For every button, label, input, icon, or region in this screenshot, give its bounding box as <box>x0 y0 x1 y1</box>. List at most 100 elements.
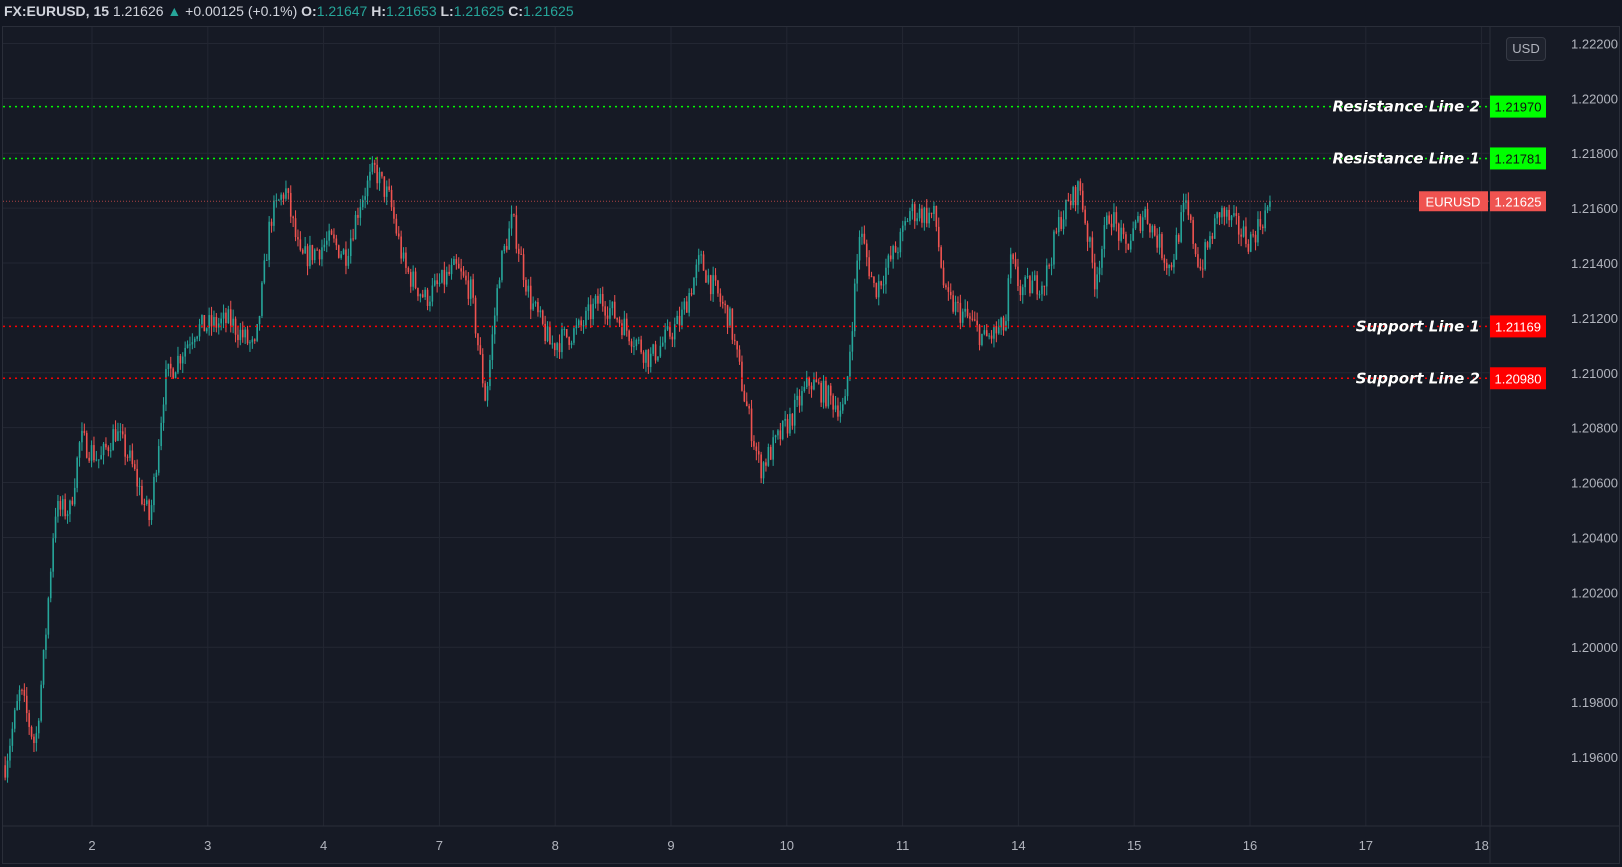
candle-body <box>940 247 942 268</box>
candle-body <box>345 249 347 266</box>
candle-body <box>364 196 366 200</box>
candle-body <box>791 413 794 426</box>
candle-body <box>4 765 6 778</box>
candle-body <box>743 390 746 402</box>
candle-body <box>599 293 602 304</box>
candle-body <box>640 339 642 353</box>
candle-body <box>119 431 122 433</box>
candle-body <box>777 430 779 436</box>
candle-body <box>390 189 393 208</box>
candle-body <box>623 318 626 336</box>
price-axis-label: 1.19800 <box>1571 695 1618 710</box>
candle-body <box>1060 217 1062 229</box>
candle-body <box>973 319 976 321</box>
candle-body <box>558 343 561 353</box>
candle-body <box>304 246 306 254</box>
candle-body <box>916 218 918 222</box>
candle-body <box>757 451 760 455</box>
candle-body <box>395 218 398 234</box>
candle-body <box>659 345 662 357</box>
symbol-title[interactable]: FX:EURUSD, 15 <box>4 3 110 19</box>
candle-body <box>184 347 186 357</box>
candle-body <box>81 430 83 443</box>
candle-body <box>292 216 294 219</box>
candle-body <box>633 346 635 348</box>
candle-body <box>496 288 498 316</box>
price-axis-label: 1.20200 <box>1571 585 1618 600</box>
candle-body <box>1153 226 1156 236</box>
candle-body <box>539 310 542 313</box>
candle-body <box>786 418 789 434</box>
candle-body <box>880 281 882 286</box>
candle-body <box>875 282 878 298</box>
candle-body <box>167 363 170 370</box>
resistance-line-1-label: Resistance Line 1 <box>1333 149 1480 167</box>
candle-body <box>1206 242 1209 248</box>
candle-body <box>33 736 35 744</box>
candle-body <box>897 252 899 254</box>
candle-body <box>1069 201 1072 206</box>
candle-body <box>553 343 556 351</box>
candle-body <box>544 323 546 342</box>
symbol-tag-box <box>1419 191 1488 212</box>
candle-body <box>1117 223 1120 241</box>
candle-body <box>486 386 489 401</box>
time-axis-label: 8 <box>552 838 559 853</box>
candle-body <box>457 263 460 269</box>
candle-body <box>738 349 741 362</box>
candle-body <box>90 445 93 461</box>
candle-body <box>1014 259 1017 267</box>
candle-body <box>1149 223 1151 233</box>
candle-body <box>580 320 582 326</box>
candle-body <box>253 339 256 341</box>
candle-body <box>570 342 573 345</box>
candle-body <box>669 326 671 337</box>
candle-body <box>995 326 998 334</box>
candle-body <box>35 733 38 744</box>
candle-body <box>796 395 798 400</box>
candle-body <box>988 335 990 337</box>
close-value: 1.21625 <box>523 3 574 19</box>
candle-body <box>493 315 496 335</box>
candle-body <box>1055 231 1058 233</box>
candle-body <box>220 318 222 324</box>
resistance-line-2-label: Resistance Line 2 <box>1333 98 1480 116</box>
candle-body <box>1228 209 1230 221</box>
candle-body <box>1110 223 1113 228</box>
candle-body <box>1223 207 1226 217</box>
open-value: 1.21647 <box>316 3 368 19</box>
candle-body <box>189 344 191 346</box>
candle-body <box>78 442 81 458</box>
candle-body <box>1007 278 1010 322</box>
chart-frame[interactable] <box>2 26 1620 864</box>
candle-body <box>609 308 611 319</box>
candle-body <box>318 250 321 260</box>
candle-body <box>1233 213 1235 216</box>
candle-body <box>203 315 206 332</box>
candle-body <box>760 454 762 479</box>
candle-body <box>964 308 966 312</box>
candle-body <box>765 462 767 466</box>
candle-body <box>1077 181 1079 206</box>
candle-body <box>342 249 345 255</box>
candle-body <box>217 323 220 328</box>
candle-body <box>301 249 304 254</box>
candle-body <box>237 334 239 341</box>
candle-body <box>877 281 880 298</box>
candle-body <box>1019 286 1022 296</box>
candle-body <box>381 171 383 177</box>
candle-body <box>1072 187 1074 206</box>
candle-body <box>133 464 136 469</box>
candle-body <box>174 372 177 379</box>
candle-body <box>313 249 316 261</box>
candle-body <box>801 391 803 406</box>
candle-body <box>1053 231 1055 265</box>
candle-body <box>568 336 570 345</box>
candle-body <box>359 207 362 218</box>
candle-body <box>1189 215 1192 221</box>
candle-body <box>160 422 162 447</box>
candle-body <box>11 728 14 746</box>
candle-body <box>666 326 669 330</box>
currency-button[interactable]: USD <box>1506 37 1546 61</box>
